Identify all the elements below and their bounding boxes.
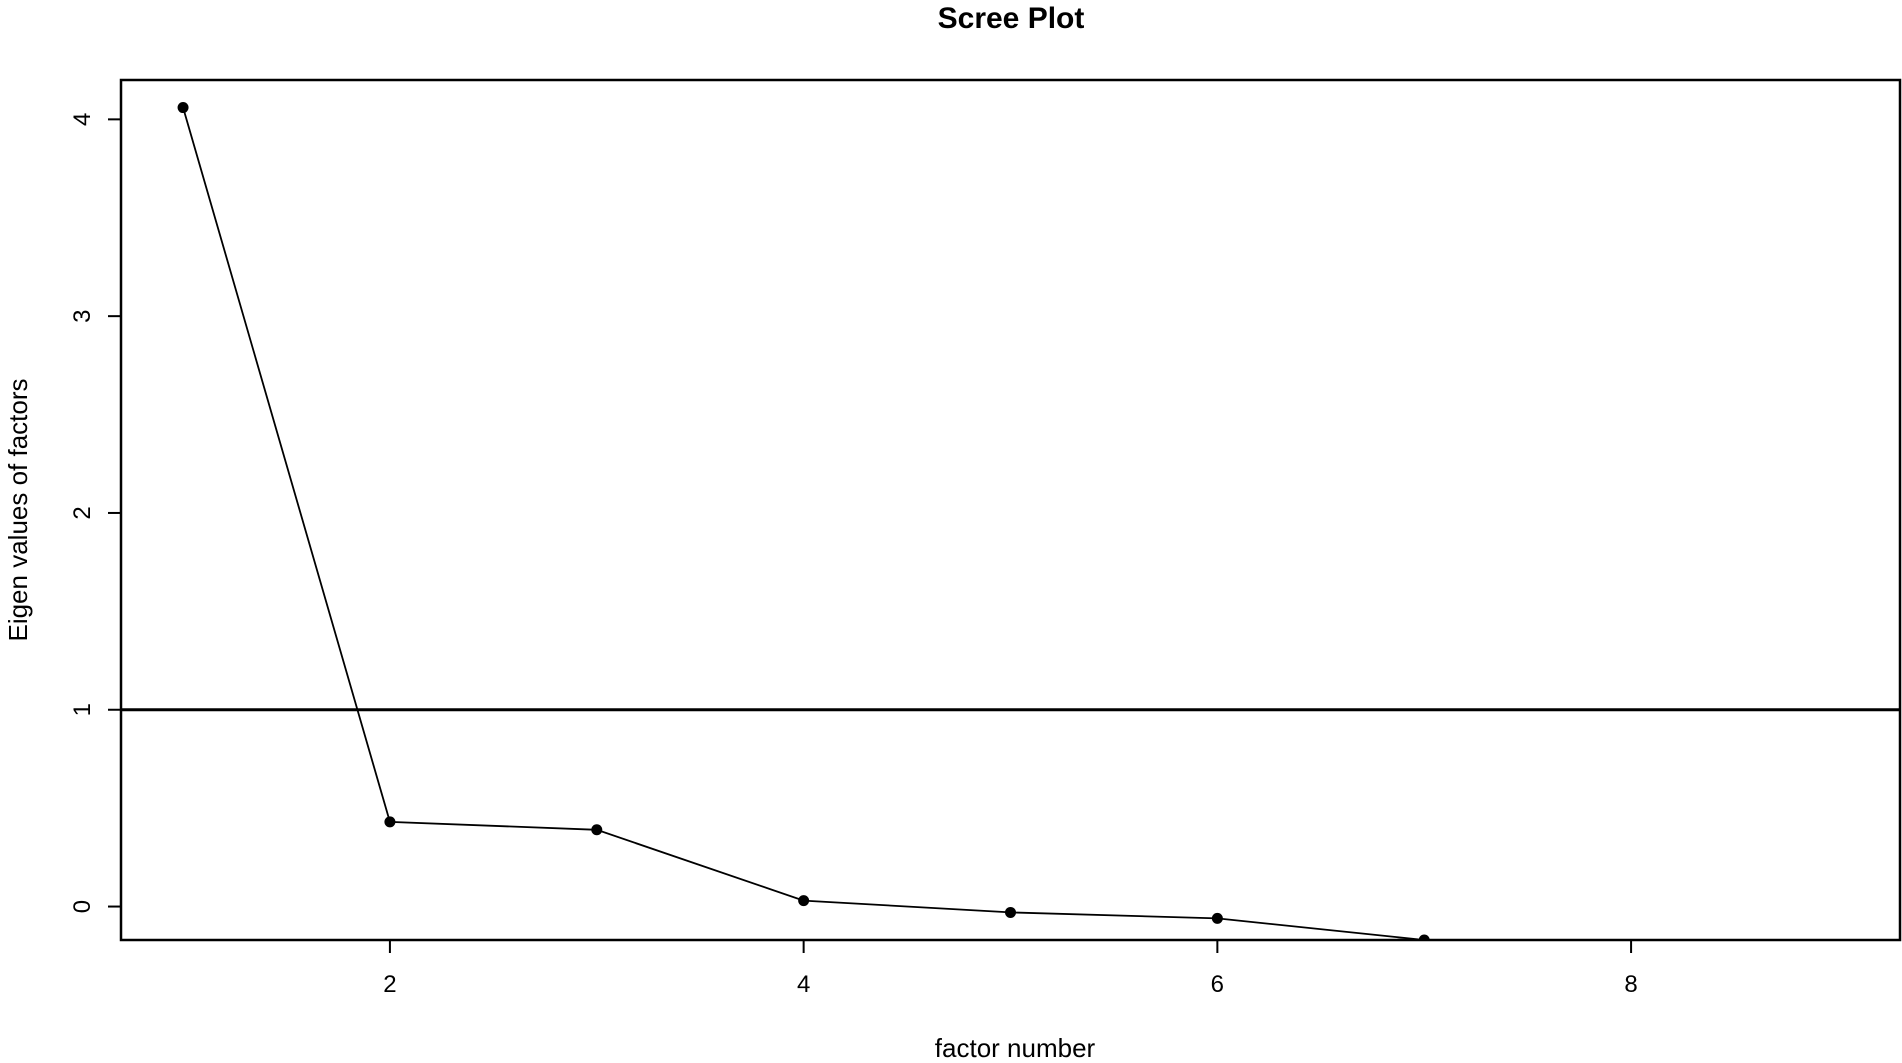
y-tick-label: 4	[69, 113, 96, 126]
data-point	[1832, 950, 1843, 961]
x-axis: 2 4 6 8	[383, 940, 1638, 998]
data-point	[591, 824, 603, 836]
chart-title: Scree Plot	[938, 2, 1085, 35]
x-tick-label: 4	[797, 971, 810, 998]
y-axis: 0 1 2 3 4	[69, 113, 121, 913]
data-point	[1005, 906, 1016, 918]
y-tick-label: 3	[69, 309, 96, 322]
plot-area	[121, 102, 1900, 961]
y-tick-label: 0	[69, 900, 96, 913]
y-axis-label: Eigen values of factors	[3, 378, 33, 641]
y-tick-label: 2	[69, 506, 96, 519]
plot-frame	[119, 78, 1902, 942]
x-tick-label: 8	[1624, 971, 1637, 998]
x-axis-label: factor number	[935, 1033, 1096, 1063]
x-tick-label: 2	[383, 971, 396, 998]
data-point	[384, 816, 396, 828]
data-point	[1211, 912, 1223, 924]
series-line	[182, 107, 1444, 940]
data-point	[177, 102, 189, 114]
x-tick-label: 6	[1211, 971, 1224, 998]
data-point	[1418, 934, 1430, 940]
y-tick-label: 1	[69, 703, 96, 716]
data-point	[798, 895, 810, 907]
